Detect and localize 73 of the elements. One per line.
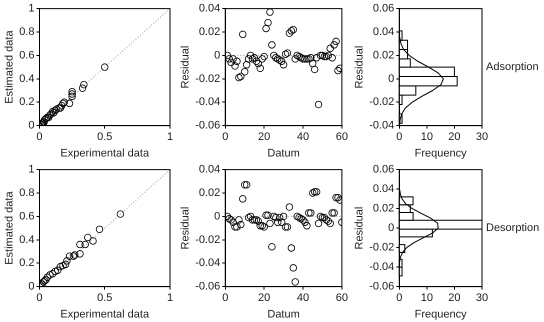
x-tick-label: 1	[166, 131, 174, 144]
y-axis-title: Estimated data	[4, 190, 16, 265]
x-tick-label: 0	[222, 292, 228, 304]
y-tick-label: 0	[28, 120, 34, 132]
y-tick-label: 0.6	[19, 49, 34, 62]
y-tick-label: 0.02	[198, 187, 220, 200]
y-tick-label: 0.8	[19, 187, 34, 200]
y-tick-label: -0.06	[369, 280, 394, 293]
y-tick-label: -0.02	[369, 242, 394, 254]
x-tick-label: 1	[166, 292, 174, 304]
x-tick-label: 30	[476, 292, 488, 304]
y-tick-label: -0.04	[369, 261, 394, 274]
y-tick-label: -0.06	[195, 120, 220, 132]
text: Desorption	[486, 222, 540, 234]
y-tick-label: 0	[388, 72, 394, 85]
y-tick-label: 0.04	[198, 2, 220, 15]
y-tick-label: 0.2	[19, 96, 34, 108]
y-tick-label: 0.02	[372, 202, 394, 215]
x-tick-label: 20	[258, 131, 270, 144]
y-tick-label: 0.4	[19, 72, 34, 85]
y-axis-title: Residual	[180, 46, 192, 89]
y-tick-label: 0	[214, 210, 220, 222]
y-tick-label: 0.04	[198, 164, 220, 176]
x-tick-label: 40	[296, 131, 310, 144]
x-tick-label: 20	[258, 292, 270, 304]
y-axis-title: Residual	[354, 206, 366, 250]
x-tick-label: 0	[396, 292, 402, 304]
y-tick-label: 0.4	[19, 234, 34, 246]
y-tick-label: -0.02	[369, 96, 394, 108]
x-axis-title: Experimental data	[60, 147, 150, 160]
y-tick-label: 1	[28, 164, 34, 176]
x-tick-label: 0.5	[97, 131, 112, 144]
y-axis-title: Residual	[354, 46, 366, 89]
x-axis-title: Frequency	[414, 308, 468, 320]
y-tick-label: 0	[388, 222, 394, 234]
y-tick-label: 0.2	[19, 257, 34, 270]
x-tick-label: 40	[296, 292, 310, 304]
y-tick-label: -0.04	[195, 257, 220, 270]
y-tick-label: 0.06	[372, 164, 394, 176]
x-tick-label: 0	[396, 131, 402, 144]
x-tick-label: 60	[336, 292, 348, 304]
x-tick-label: 30	[476, 131, 488, 144]
x-tick-label: 10	[420, 292, 433, 304]
y-tick-label: 0.06	[372, 2, 394, 15]
y-tick-label: 0.8	[19, 26, 34, 38]
x-axis-title: Frequency	[414, 147, 468, 160]
y-tick-label: -0.02	[195, 72, 220, 85]
x-tick-label: 0	[222, 131, 228, 144]
y-tick-label: 1	[28, 2, 34, 15]
y-tick-label: 0	[28, 280, 34, 293]
y-tick-label: 0.04	[372, 183, 394, 196]
x-axis-title: Datum	[267, 147, 300, 160]
y-tick-label: 0	[214, 49, 220, 62]
y-tick-label: 0.02	[198, 26, 220, 38]
text: Adsorption	[486, 61, 539, 74]
y-tick-label: 0.6	[19, 210, 34, 222]
y-tick-label: -0.02	[195, 234, 220, 246]
y-tick-label: -0.04	[195, 96, 220, 108]
y-tick-label: -0.04	[369, 120, 394, 132]
y-tick-label: 0.02	[372, 49, 394, 62]
x-tick-label: 60	[336, 131, 348, 144]
x-tick-label: 10	[420, 131, 433, 144]
x-tick-label: 0	[36, 292, 43, 304]
x-axis-title: Experimental data	[60, 308, 150, 320]
y-tick-label: 0.04	[372, 26, 394, 38]
x-tick-label: 20	[448, 292, 461, 304]
y-axis-title: Residual	[180, 206, 192, 250]
y-axis-title: Estimated data	[4, 30, 16, 104]
x-tick-label: 0.5	[97, 292, 112, 304]
x-tick-label: 0	[36, 131, 43, 144]
y-tick-label: -0.06	[195, 280, 220, 293]
x-axis-title: Datum	[267, 308, 300, 320]
x-tick-label: 20	[448, 131, 461, 144]
